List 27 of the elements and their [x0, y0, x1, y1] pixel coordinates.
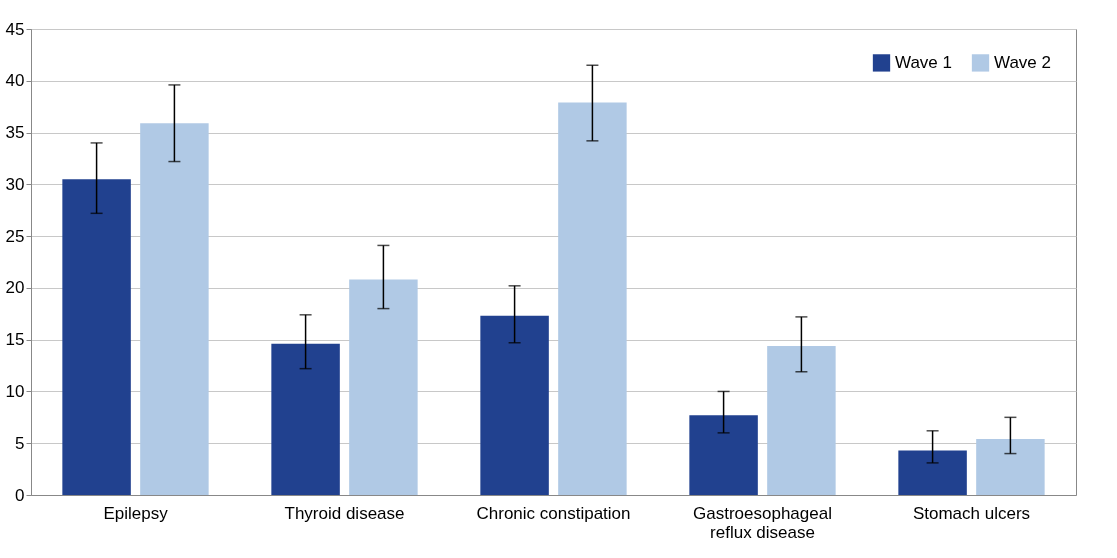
bar [558, 102, 627, 495]
x-tick-label: Stomach ulcers [912, 503, 1031, 523]
y-tick-label: 30 [5, 174, 25, 194]
y-tick-label: 15 [5, 330, 25, 350]
y-tick-label: 5 [15, 433, 25, 453]
x-tick-label: Epilepsy [103, 503, 169, 523]
bar [349, 279, 418, 495]
y-tick-label: 25 [5, 226, 25, 246]
y-tick-label: 20 [5, 278, 25, 298]
bar [480, 315, 549, 495]
bar [767, 345, 836, 495]
x-tick-label: Gastroesophageal reflux disease [693, 503, 832, 542]
bar [62, 179, 131, 495]
legend-label: Wave 2 [994, 52, 1052, 72]
y-tick-label: 40 [5, 71, 25, 91]
y-tick-label: 10 [5, 381, 25, 401]
x-tick-label: Thyroid disease [284, 503, 405, 523]
y-tick-label: 45 [5, 19, 25, 39]
y-tick-label: 35 [5, 123, 25, 143]
legend-label: Wave 1 [895, 52, 953, 72]
bar [140, 123, 209, 495]
bar [976, 439, 1045, 495]
bar [689, 415, 758, 495]
y-tick-label: 0 [15, 485, 25, 505]
bar [271, 343, 340, 495]
bar [898, 450, 967, 495]
x-tick-label: Chronic constipation [476, 503, 631, 523]
